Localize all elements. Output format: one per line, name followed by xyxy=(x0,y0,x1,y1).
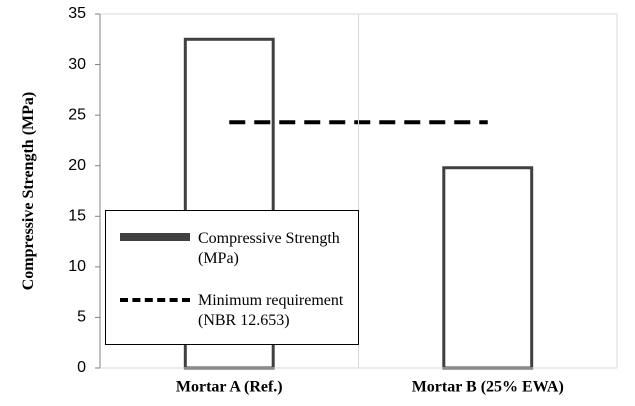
x-tick-label: Mortar A (Ref.) xyxy=(176,379,283,396)
y-tick-label: 0 xyxy=(77,359,86,376)
y-axis-title: Compressive Strength (MPa) xyxy=(20,92,37,291)
y-tick-label: 35 xyxy=(68,5,86,22)
x-tick-label: Mortar B (25% EWA) xyxy=(412,379,564,396)
y-tick-label: 30 xyxy=(68,56,86,73)
legend-entry: Compressive Strength (MPa) xyxy=(106,229,358,269)
legend: Compressive Strength (MPa) Minimum requi… xyxy=(105,210,359,345)
bar xyxy=(442,166,534,370)
legend-swatch xyxy=(120,291,190,311)
y-tick-label: 5 xyxy=(77,309,86,326)
legend-label: Compressive Strength (MPa) xyxy=(198,230,340,267)
y-tick-label: 10 xyxy=(68,258,86,275)
y-tick-label: 25 xyxy=(68,106,86,123)
y-tick-label: 20 xyxy=(68,157,86,174)
legend-swatch xyxy=(120,229,190,249)
legend-entry: Minimum requirement (NBR 12.653) xyxy=(106,291,358,331)
legend-label: Minimum requirement (NBR 12.653) xyxy=(198,292,344,329)
y-tick-label: 15 xyxy=(68,208,86,225)
